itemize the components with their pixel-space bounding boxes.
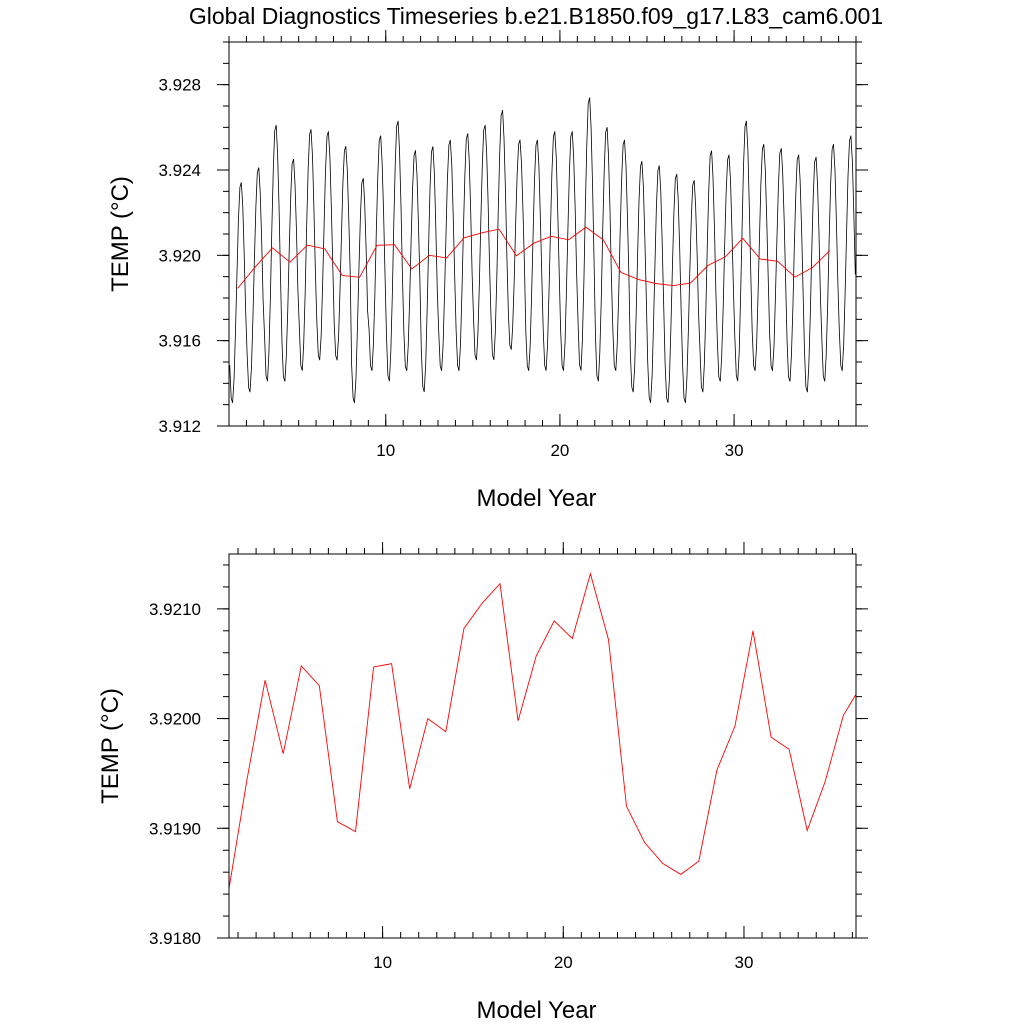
x-tick-label: 20 xyxy=(554,953,573,972)
x-axis-label: Model Year xyxy=(476,485,596,512)
x-tick-label: 20 xyxy=(550,441,569,460)
x-axis-label: Model Year xyxy=(476,997,596,1024)
y-tick-label: 3.9180 xyxy=(149,929,201,948)
plot-frame xyxy=(228,553,857,939)
y-tick-label: 3.9210 xyxy=(149,600,201,619)
y-axis-label: TEMP (°C) xyxy=(107,176,134,292)
x-tick-label: 30 xyxy=(725,441,744,460)
y-tick-label: 3.916 xyxy=(158,332,201,351)
y-tick-label: 3.9200 xyxy=(149,710,201,729)
monthly-series-line xyxy=(229,97,856,404)
annual-mean-series-line xyxy=(228,572,857,889)
y-tick-label: 3.920 xyxy=(158,246,201,265)
annual-mean-series-line xyxy=(237,226,831,289)
y-tick-label: 3.924 xyxy=(158,161,201,180)
y-axis-label: TEMP (°C) xyxy=(97,688,124,804)
y-tick-label: 3.912 xyxy=(158,417,201,436)
plot-frame xyxy=(228,41,857,427)
figure-title: Global Diagnostics Timeseries b.e21.B185… xyxy=(189,3,883,29)
bottom-panel: 10 20 30 3.9180 3.9190 3.9200 3.9210 Model Year… xyxy=(97,542,868,1024)
x-tick-label: 30 xyxy=(735,953,754,972)
y-tick-label: 3.9190 xyxy=(149,819,201,838)
top-panel: 10 20 30 3.912 3.916 3.920 3.924 3.928 Model Yea… xyxy=(107,30,868,512)
y-tick-label: 3.928 xyxy=(158,76,201,95)
x-tick-label: 10 xyxy=(376,441,395,460)
x-tick-label: 10 xyxy=(373,953,392,972)
